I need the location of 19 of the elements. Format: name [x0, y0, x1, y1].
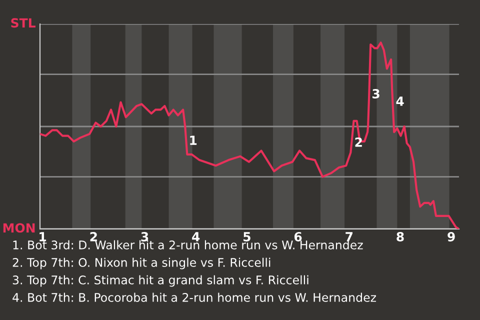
x-tick-label: 7: [346, 232, 352, 242]
ref-line-label: STL: [11, 18, 36, 28]
text: 2. Top 7th: O. Nixon hit a single vs F. Riccelli: [12, 258, 270, 270]
annotation: 4: [396, 96, 404, 106]
x-tick-label: 5: [244, 232, 250, 242]
ref-line-label: MON: [3, 223, 35, 233]
annotation: 2: [355, 137, 362, 147]
annotation: 1: [190, 136, 197, 145]
x-tick-label: 3: [141, 232, 148, 242]
x-tick-label: 9: [448, 232, 455, 242]
x-tick-label: 6: [294, 232, 302, 242]
x-tick-label: 1: [40, 232, 46, 242]
x-tick-label: 4: [192, 232, 200, 242]
annotation: 3: [372, 88, 380, 98]
x-tick-label: 2: [90, 232, 97, 242]
x-tick-label: 8: [396, 232, 404, 242]
text: 1. Bot 3rd: D. Walker hit a 2-run home run vs W. Hernandez: [13, 240, 363, 250]
text: 3. Top 7th: C. Stimac hit a grand slam vs F. Riccelli: [12, 275, 308, 287]
text: 4. Bot 7th: B. Pocoroba hit a 2-run home run vs W. Hernandez: [12, 292, 376, 302]
